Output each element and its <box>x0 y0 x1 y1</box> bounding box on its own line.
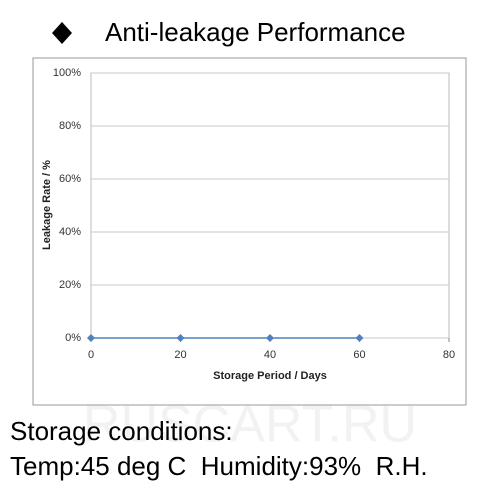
data-point <box>266 334 274 342</box>
x-tick-label: 40 <box>264 349 276 361</box>
y-tick-label: 80% <box>59 120 81 132</box>
bullet-diamond <box>52 22 72 44</box>
conditions-detail: Temp:45 deg C Humidity:93% R.H. <box>10 451 428 481</box>
x-tick-label: 0 <box>88 349 94 361</box>
y-tick-label: 0% <box>65 332 81 344</box>
chart-frame <box>32 57 467 406</box>
chart-title: Anti-leakage Performance <box>105 17 406 47</box>
x-tick-label: 20 <box>174 349 186 361</box>
data-point <box>355 334 364 342</box>
x-tick-label: 60 <box>353 349 365 361</box>
y-tick-label: 20% <box>59 279 81 291</box>
y-axis-label: Leakage Rate / % <box>41 160 53 250</box>
y-tick-label: 60% <box>59 173 81 185</box>
data-point <box>176 334 185 342</box>
y-tick-label: 100% <box>53 67 81 79</box>
x-tick-label: 80 <box>443 349 455 361</box>
x-axis-label: Storage Period / Days <box>213 370 327 382</box>
y-tick-label: 40% <box>59 226 81 238</box>
plot-area <box>90 72 450 339</box>
conditions-heading: Storage conditions: <box>10 416 233 446</box>
data-point <box>87 334 95 342</box>
